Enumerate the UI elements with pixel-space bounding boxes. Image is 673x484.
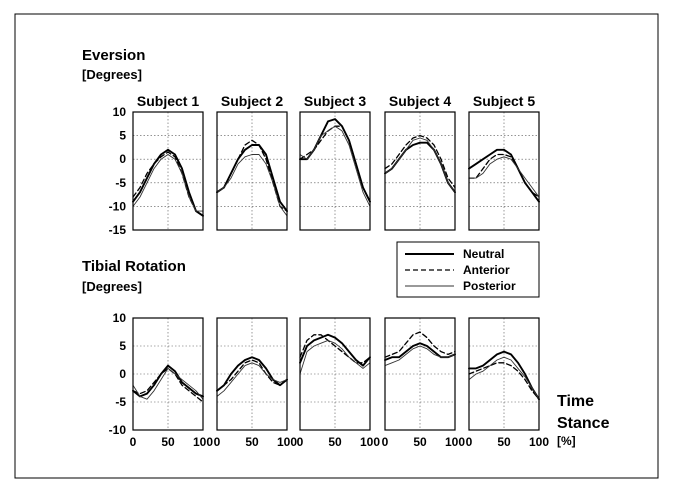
panel-frame: [468, 111, 540, 231]
x-tick-label: 0: [130, 435, 137, 449]
x-tick-label: 100: [277, 435, 297, 449]
series-line-anterior: [468, 362, 540, 400]
x-axis-title-stance: Stance: [557, 415, 610, 432]
series-line-posterior: [468, 356, 540, 400]
series-line-posterior: [384, 137, 456, 193]
x-tick-label: 50: [328, 435, 342, 449]
x-tick-label: 50: [245, 435, 259, 449]
x-tick-label: 100: [360, 435, 380, 449]
series-line-neutral: [299, 333, 371, 367]
series-line-posterior: [299, 125, 371, 207]
panel-frame: [384, 317, 456, 431]
y-tick-label: 5: [119, 129, 126, 143]
y-tick-label: 5: [119, 339, 126, 353]
panel-frame: [132, 317, 204, 431]
series-line-posterior: [216, 154, 288, 217]
panel-frame: [384, 111, 456, 231]
y-tick-label: -5: [115, 176, 126, 190]
series-line-posterior: [468, 156, 540, 198]
tibial-rotation-title: Tibial Rotation: [82, 258, 186, 275]
panel-frame: [468, 317, 540, 431]
subject-label: Subject 5: [473, 93, 535, 109]
x-tick-label: 100: [193, 435, 213, 449]
legend: Neutral Anterior Posterior: [396, 241, 540, 298]
x-tick-label: 0: [466, 435, 473, 449]
tibial-rotation-unit: [Degrees]: [82, 279, 142, 294]
subject-label: Subject 2: [221, 93, 283, 109]
series-line-anterior: [384, 134, 456, 189]
x-tick-label: 0: [297, 435, 304, 449]
panel-frame: [299, 111, 371, 231]
series-line-neutral: [132, 148, 204, 217]
legend-label-anterior: Anterior: [463, 263, 510, 277]
x-tick-label: 0: [382, 435, 389, 449]
legend-label-posterior: Posterior: [463, 279, 516, 293]
panel-frame: [132, 111, 204, 231]
y-tick-label: -15: [109, 223, 127, 237]
subject-label: Subject 4: [389, 93, 451, 109]
x-tick-label: 100: [445, 435, 465, 449]
figure-frame: [14, 13, 659, 479]
series-line-neutral: [468, 148, 540, 203]
series-line-posterior: [216, 362, 288, 397]
x-tick-label: 0: [214, 435, 221, 449]
x-tick-label: 50: [161, 435, 175, 449]
series-line-posterior: [299, 339, 371, 375]
series-line-posterior: [132, 367, 204, 400]
y-tick-label: -10: [109, 199, 127, 213]
series-line-anterior: [216, 359, 288, 392]
eversion-unit: [Degrees]: [82, 67, 142, 82]
series-line-anterior: [299, 334, 371, 364]
series-line-neutral: [216, 356, 288, 392]
x-tick-label: 50: [413, 435, 427, 449]
legend-box: [396, 241, 540, 298]
y-tick-label: 10: [113, 105, 127, 119]
x-axis-title-time: Time: [557, 393, 594, 410]
series-line-anterior: [384, 331, 456, 358]
subject-label: Subject 1: [137, 93, 199, 109]
series-line-anterior: [132, 367, 204, 403]
panel-frame: [216, 317, 288, 431]
y-tick-label: -5: [115, 395, 126, 409]
y-tick-label: 10: [113, 311, 127, 325]
series-line-posterior: [384, 345, 456, 367]
series-line-posterior: [132, 154, 204, 212]
legend-label-neutral: Neutral: [463, 247, 504, 261]
x-axis-unit: [%]: [557, 434, 576, 448]
y-tick-label: 0: [119, 152, 126, 166]
x-tick-label: 100: [529, 435, 549, 449]
y-tick-label: 0: [119, 367, 126, 381]
series-line-neutral: [468, 350, 540, 401]
subject-label: Subject 3: [304, 93, 366, 109]
eversion-title: Eversion: [82, 47, 145, 64]
y-tick-label: -10: [109, 423, 127, 437]
panel-frame: [216, 111, 288, 231]
series-line-neutral: [132, 364, 204, 398]
x-tick-label: 50: [497, 435, 511, 449]
panel-frame: [299, 317, 371, 431]
